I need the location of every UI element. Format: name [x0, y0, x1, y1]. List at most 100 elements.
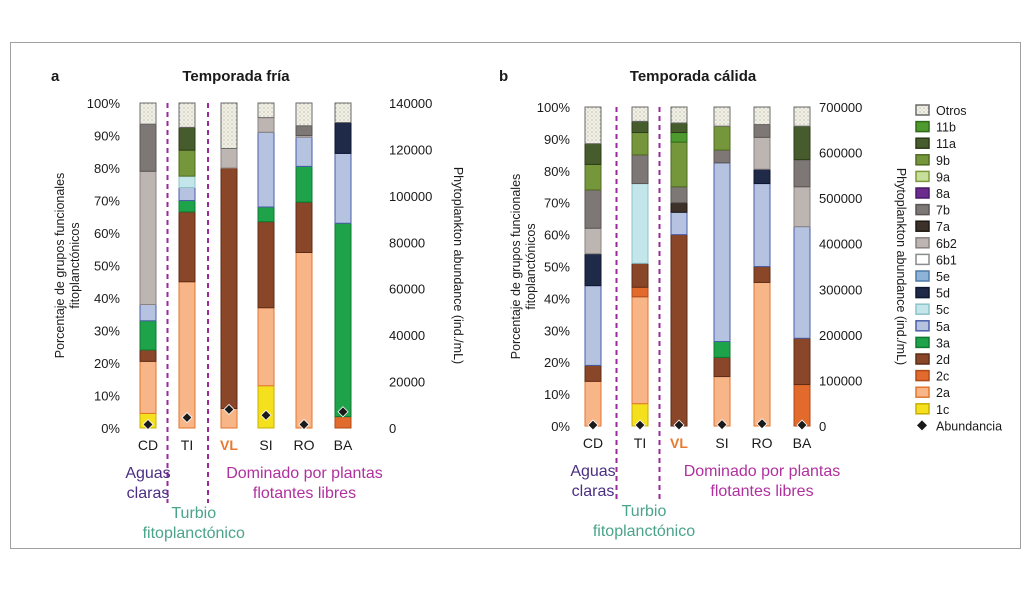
legend-label: 8a [936, 187, 950, 201]
legend-swatch [915, 369, 930, 382]
category-label: TI [634, 435, 646, 451]
bar-segment-5a [793, 226, 811, 339]
bar-BA [334, 102, 352, 429]
legend-item-2c: 2c [915, 369, 949, 384]
abundance-marker [223, 403, 235, 415]
region-label: Dominado por plantas [684, 463, 841, 480]
legend-swatch [915, 220, 930, 232]
bar-segment-2d [713, 356, 731, 378]
bar-segment-2d [220, 167, 238, 409]
bar-segment-7a [670, 202, 688, 213]
bar-segment-11a [584, 143, 602, 165]
bar-segment-7b [793, 159, 811, 188]
left-tick-label: 80% [544, 164, 570, 179]
region-label: claras [127, 485, 170, 502]
bar-segment-7b [139, 123, 157, 172]
category-label: SI [259, 437, 272, 453]
abundance-marker [796, 419, 808, 431]
legend-item-7b: 7b [915, 204, 950, 218]
bar-segment-2d [178, 211, 196, 283]
left-tick-label: 10% [94, 389, 120, 404]
left-tick-label: 80% [94, 161, 120, 176]
bar-RO [295, 102, 313, 431]
legend-label: 9a [936, 170, 950, 184]
category-label: RO [752, 435, 773, 451]
left-tick-label: 70% [94, 194, 120, 209]
right-tick-label: 700000 [819, 100, 862, 115]
bar-RO [753, 106, 771, 430]
bar-segment-2a [139, 360, 157, 414]
panel-b: b Temporada cálida 0% 10% 20% 30% 40% 50% 60% 70%… [499, 68, 908, 540]
right-tick-label: 300000 [819, 282, 862, 297]
left-tick-label: 100% [537, 100, 571, 115]
right-tick-label: 20000 [389, 375, 425, 390]
panels-layer: a Temporada fría 0% 10% 20% 30% 40% 50% 60% 70% 80… [51, 68, 908, 542]
legend-label: 5d [936, 287, 950, 301]
left-tick-label: 70% [544, 196, 570, 211]
bar-segment-9b [713, 125, 731, 151]
legend-item-8a: 8a [915, 187, 950, 201]
bar-segment-5a [670, 211, 688, 236]
bar-segment-otros [670, 106, 688, 124]
bar-segment-2d [631, 262, 649, 288]
abundance-marker [260, 409, 272, 421]
legend-label: 5a [936, 320, 950, 334]
bar-segment-otros [257, 102, 275, 119]
bar-segment-5d [334, 122, 352, 154]
bar-segment-2c [334, 416, 352, 429]
bar-segment-5c [178, 175, 196, 188]
legend-swatch [915, 320, 930, 332]
legend-marker-diamond [917, 420, 927, 431]
bar-segment-otros [295, 102, 313, 127]
legend-swatch [915, 137, 930, 149]
bar-segment-9b [631, 132, 649, 156]
bar-segment-5a [139, 304, 157, 322]
bar-segment-5a [178, 187, 196, 201]
legend-item-5d: 5d [915, 287, 950, 301]
legend-item-6b2: 6b2 [915, 237, 957, 251]
category-label: CD [138, 437, 158, 453]
abundance-marker [634, 419, 646, 431]
bar-segment-7b [670, 186, 688, 204]
legend-item-otros: Otros [915, 104, 967, 118]
legend-swatch [915, 403, 930, 415]
legend-swatch [915, 170, 930, 183]
category-label: BA [334, 437, 353, 453]
bar-segment-7b [584, 189, 602, 229]
left-axis-label: Porcentaje de grupos funcionalesfitoplan… [509, 174, 538, 360]
category-label: TI [181, 437, 193, 453]
bar-segment-5a [753, 183, 771, 267]
bar-segment-otros [631, 106, 649, 122]
bar-segment-11a [793, 125, 811, 161]
bar-segment-6b2 [139, 170, 157, 305]
bar-segment-5c [631, 183, 649, 264]
bar-segment-otros [334, 102, 352, 123]
legend-swatch [915, 386, 930, 398]
category-label: SI [715, 435, 728, 451]
right-tick-label: 120000 [389, 142, 432, 157]
legend-label: 5e [936, 270, 950, 284]
left-axis-label-line: Porcentaje de grupos funcionales [509, 174, 523, 360]
left-tick-label: 90% [94, 129, 120, 144]
bar-segment-3a [257, 206, 275, 223]
panel-a: a Temporada fría 0% 10% 20% 30% 40% 50% 60% 70% 80… [51, 68, 465, 542]
bar-segment-9b [178, 149, 196, 177]
category-label: VL [220, 437, 238, 453]
bar-segment-otros [139, 102, 157, 125]
left-tick-label: 0% [551, 419, 570, 434]
legend-swatch [915, 303, 930, 315]
bar-segment-2d [670, 234, 688, 427]
legend-item-5a: 5a [915, 320, 950, 334]
legend-swatch [915, 336, 930, 349]
legend-label: 1c [936, 403, 949, 417]
bar-segment-7b [753, 124, 771, 138]
left-tick-label: 10% [544, 387, 570, 402]
left-tick-label: 60% [544, 228, 570, 243]
bar-segment-9b [670, 141, 688, 188]
right-axis-label: Phytoplankton abundance (ind./mL) [894, 168, 908, 365]
legend-swatch [915, 253, 930, 266]
region-label: flotantes libres [710, 483, 813, 500]
bar-segment-7b [295, 125, 313, 136]
right-tick-label: 200000 [819, 328, 862, 343]
bar-segment-2d [793, 337, 811, 386]
